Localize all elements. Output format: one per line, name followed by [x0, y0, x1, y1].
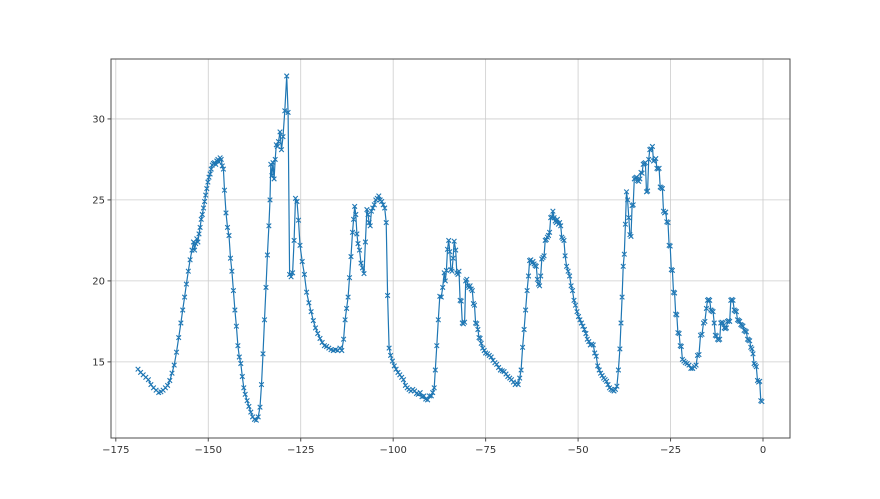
x-tick-label: −75: [475, 445, 496, 456]
data-series: [135, 73, 765, 423]
x-axis: −175 −150 −125 −100 −75 −50 −25 0: [102, 438, 766, 456]
y-tick-label: 25: [92, 195, 105, 206]
grid: [111, 59, 790, 438]
x-tick-label: −25: [660, 445, 681, 456]
x-tick-label: −50: [568, 445, 589, 456]
x-tick-label: −175: [102, 445, 129, 456]
x-tick-label: −125: [287, 445, 314, 456]
x-tick-label: −100: [379, 445, 406, 456]
x-tick-label: 0: [760, 445, 766, 456]
y-tick-label: 20: [92, 276, 105, 287]
y-tick-label: 30: [92, 114, 105, 125]
x-tick-label: −150: [195, 445, 222, 456]
y-axis: 15 20 25 30: [92, 114, 111, 368]
y-tick-label: 15: [92, 357, 105, 368]
plot-area-spines: [110, 58, 791, 439]
series-x-markers: [135, 73, 765, 423]
